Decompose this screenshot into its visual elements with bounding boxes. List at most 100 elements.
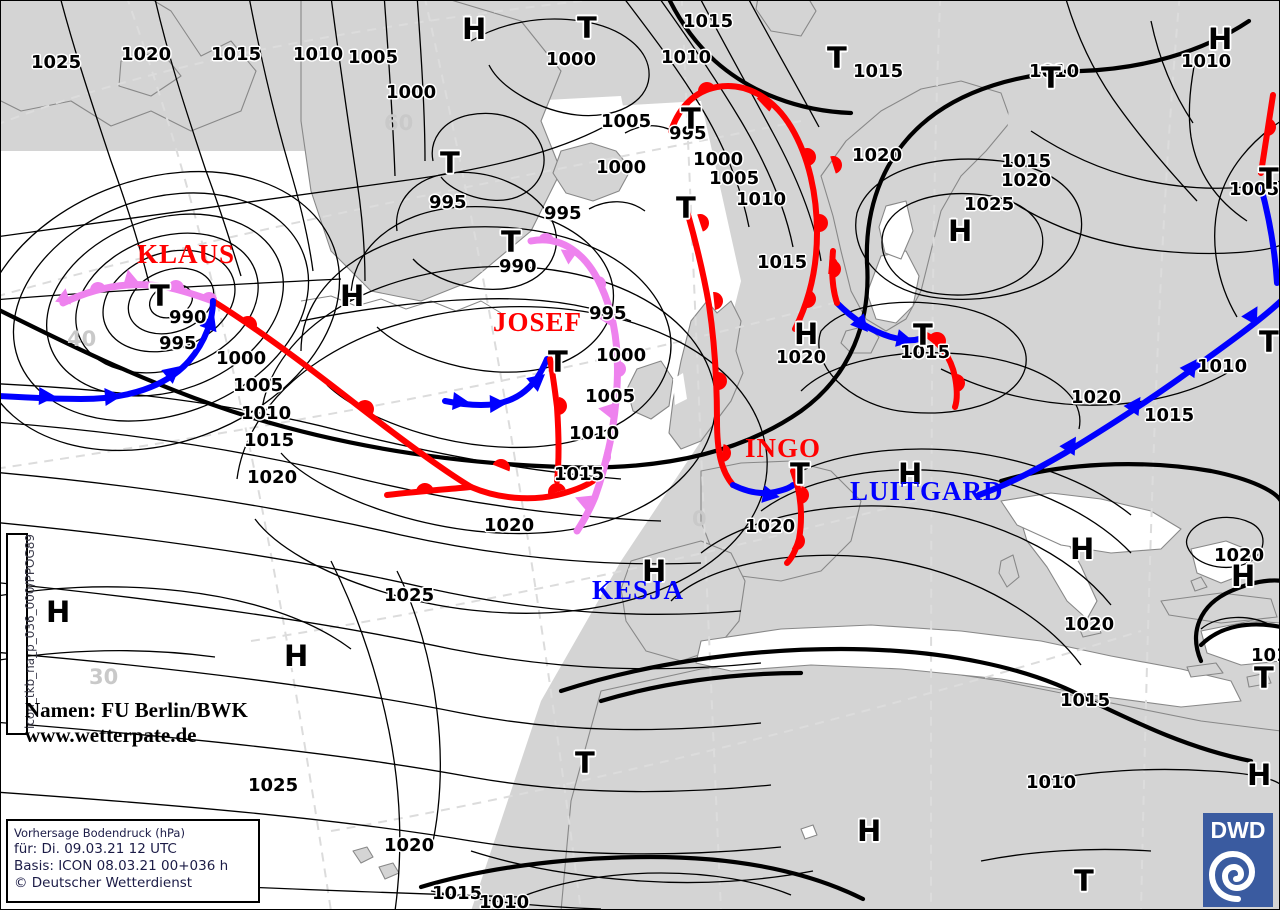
isobar-label: 1000 xyxy=(386,82,437,103)
isobar-label: 1005 xyxy=(585,386,636,407)
legend-valid-time: für: Di. 09.03.21 12 UTC xyxy=(14,841,177,857)
isobar-label: 1010 xyxy=(736,189,787,210)
isobar-label: 1020 xyxy=(247,467,298,488)
names-credit: Namen: FU Berlin/BWK www.wetterpate.de xyxy=(25,698,248,748)
isobar-label: 1005 xyxy=(233,375,284,396)
front-baltic xyxy=(829,248,966,410)
iberia xyxy=(620,540,746,662)
pressure-center-t-sahara: T xyxy=(575,746,595,780)
isobar-label: 1015 xyxy=(211,44,262,65)
pressure-center-t-russia-e: T xyxy=(1259,162,1279,196)
storm-name-klaus: KLAUS xyxy=(137,239,236,269)
pressure-center-t-greenland-e: T xyxy=(501,225,521,259)
pressure-center-t-norwegian: T xyxy=(577,11,597,45)
ireland xyxy=(626,360,674,420)
front-ingo-vertical xyxy=(684,208,811,566)
pressure-center-t-egypt: T xyxy=(1074,864,1094,898)
isobar-label: 1025 xyxy=(384,585,435,606)
storm-name-josef: JOSEF xyxy=(493,307,583,337)
isobar-label: 1015 xyxy=(757,252,808,273)
occluded-front-klaus xyxy=(55,267,219,307)
legend-box: Vorhersage Bodendruck (hPa) für: Di. 09.… xyxy=(6,819,260,903)
pressure-center-h-norway: H xyxy=(794,317,819,351)
warm-front-ingo xyxy=(668,80,845,332)
isobar-label: 1010 xyxy=(1026,772,1077,793)
pressure-center-t-barents: T xyxy=(827,41,847,75)
balkans xyxy=(1190,540,1252,584)
isobar-label: 1005 xyxy=(348,47,399,68)
isobar-label: 995 xyxy=(589,303,627,324)
legend-copyright: © Deutscher Wetterdienst xyxy=(14,875,193,891)
isobar-label: 1010 xyxy=(479,892,530,910)
isobar-label: 1025 xyxy=(248,775,299,796)
storm-name-luitgard: LUITGARD xyxy=(850,476,1004,506)
pressure-center-h-azores: H xyxy=(284,639,309,673)
names-website[interactable]: www.wetterpate.de xyxy=(25,723,197,747)
isobar-label: 1010 xyxy=(1181,51,1232,72)
isobar-label: 1000 xyxy=(216,348,267,369)
isobar-label: 1005 xyxy=(1229,179,1280,200)
isobar-label: 1015 xyxy=(1001,151,1052,172)
isobar-label: 1020 xyxy=(1001,170,1052,191)
isobar-label: 1005 xyxy=(709,168,760,189)
legend-title: Vorhersage Bodendruck (hPa) xyxy=(14,826,185,840)
graticule-label: 40 xyxy=(67,327,97,351)
isobar-label: 1020 xyxy=(1214,545,1265,566)
isobar-label: 1020 xyxy=(484,515,535,536)
product-id-box: icon_tkb_na_p_036_000/PPOG89 xyxy=(6,533,37,735)
pressure-center-h-labrador: H xyxy=(340,279,365,313)
isobar-label: 1020 xyxy=(1064,614,1115,635)
pressure-center-h-italy: H xyxy=(1070,532,1095,566)
dwd-logo: DWD xyxy=(1203,813,1273,907)
isobar-label: 1010 xyxy=(569,423,620,444)
pressure-center-h-greenland: H xyxy=(462,12,487,46)
isobar-label: 1010 xyxy=(1029,61,1080,82)
isobar-label: 1015 xyxy=(432,883,483,904)
pressure-center-h-baltic: H xyxy=(948,214,973,248)
isobar-label: 1015 xyxy=(244,430,295,451)
pressure-center-h-greece: H xyxy=(1231,559,1256,593)
isobar-label: 1020 xyxy=(1071,387,1122,408)
cold-front-josef xyxy=(442,356,568,484)
isobar-label: 1020 xyxy=(776,347,827,368)
isobar-label: 1015 xyxy=(1251,645,1279,666)
isobar-label: 1025 xyxy=(964,194,1015,215)
isobar-label: 1010 xyxy=(293,44,344,65)
isobar-label: 990 xyxy=(169,307,207,328)
isobar-label: 1015 xyxy=(554,464,605,485)
graticule-label: 30 xyxy=(89,665,119,689)
dwd-logo-text: DWD xyxy=(1210,817,1266,843)
pressure-center-t-mediterranean: T xyxy=(1254,661,1274,695)
isobar-label: 995 xyxy=(429,192,467,213)
isobar-label: 1010 xyxy=(661,47,712,68)
isobar-label: 1020 xyxy=(852,145,903,166)
pressure-center-h-biscay: H xyxy=(642,554,667,588)
pressure-center-h-arabia: H xyxy=(1247,758,1272,792)
svalbard xyxy=(755,1,817,37)
isobar-label: 995 xyxy=(669,123,707,144)
isobar-label: 1015 xyxy=(683,11,734,32)
isobar-label: 1025 xyxy=(31,52,82,73)
legend-basis: Basis: ICON 08.03.21 00+036 h xyxy=(14,858,229,874)
pressure-center-t-nordsea: T xyxy=(676,191,696,225)
pressure-center-t-ingo: T xyxy=(790,457,810,491)
isobar-label: 1000 xyxy=(596,345,647,366)
isobar-label: 1010 xyxy=(1197,356,1248,377)
pressure-center-t-janmayen: T xyxy=(681,102,701,136)
isobar-label: 1010 xyxy=(241,403,292,424)
pressure-center-h-luitgard: H xyxy=(898,457,923,491)
graticule-label: 0 xyxy=(692,507,707,531)
isobar-label: 1020 xyxy=(745,516,796,537)
warm-front-klaus xyxy=(210,298,596,502)
isobar-label: 1005 xyxy=(601,111,652,132)
isobar-label: 1015 xyxy=(1144,405,1195,426)
isobar-label: 1020 xyxy=(384,835,435,856)
pressure-center-h-libya: H xyxy=(857,814,882,848)
isobar-label: 1015 xyxy=(853,61,904,82)
front-east xyxy=(976,92,1279,498)
dwd-spiral-icon xyxy=(1209,850,1256,902)
isobar-label: 1015 xyxy=(900,342,951,363)
